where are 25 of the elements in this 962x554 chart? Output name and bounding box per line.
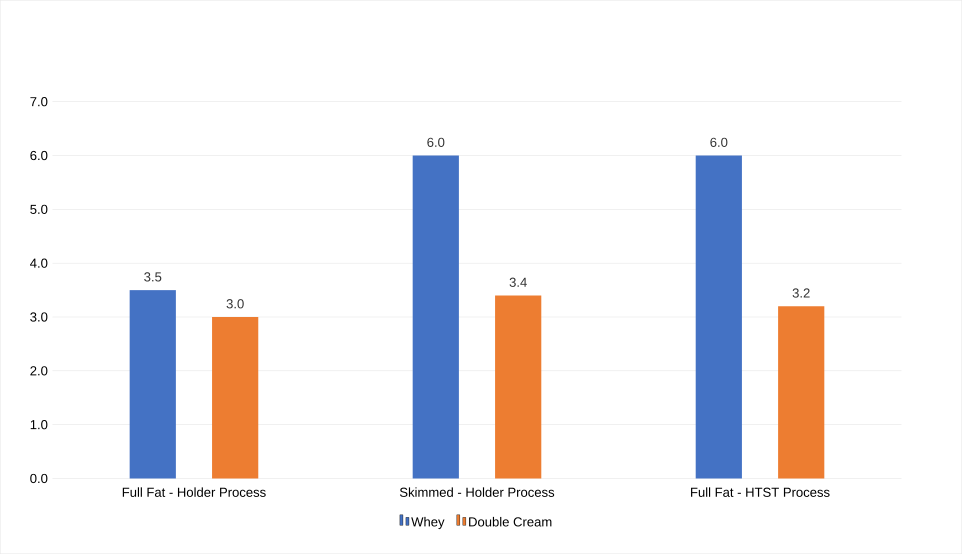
bar xyxy=(212,316,258,478)
data-label: 6.0 xyxy=(710,138,728,147)
bar xyxy=(130,290,176,478)
bar xyxy=(412,156,459,478)
bar xyxy=(495,295,542,478)
y-tick-label: 0.0 xyxy=(30,474,48,484)
y-tick-label: 5.0 xyxy=(30,204,48,214)
legend-label: Whey xyxy=(411,516,445,530)
bar xyxy=(778,306,824,478)
data-label: 3.2 xyxy=(792,288,810,298)
data-label: 3.0 xyxy=(226,299,244,308)
y-tick-label: 1.0 xyxy=(30,420,48,430)
data-label: 3.4 xyxy=(510,278,527,287)
y-tick-label: 6.0 xyxy=(30,150,48,160)
x-tick-label: Full Fat - HTST Process xyxy=(691,487,830,497)
y-tick-label: 2.0 xyxy=(30,366,48,376)
legend-label: Double Cream xyxy=(469,516,552,527)
x-tick-label: Full Fat - Holder Process xyxy=(122,487,266,497)
data-label: 6.0 xyxy=(427,138,444,147)
y-tick-label: 4.0 xyxy=(30,258,48,268)
y-tick-label: 7.0 xyxy=(30,97,48,106)
x-tick-label: Skimmed - Holder Process xyxy=(400,487,554,497)
bar xyxy=(696,156,742,478)
data-label: 3.5 xyxy=(144,272,162,282)
y-tick-label: 3.0 xyxy=(30,312,48,322)
